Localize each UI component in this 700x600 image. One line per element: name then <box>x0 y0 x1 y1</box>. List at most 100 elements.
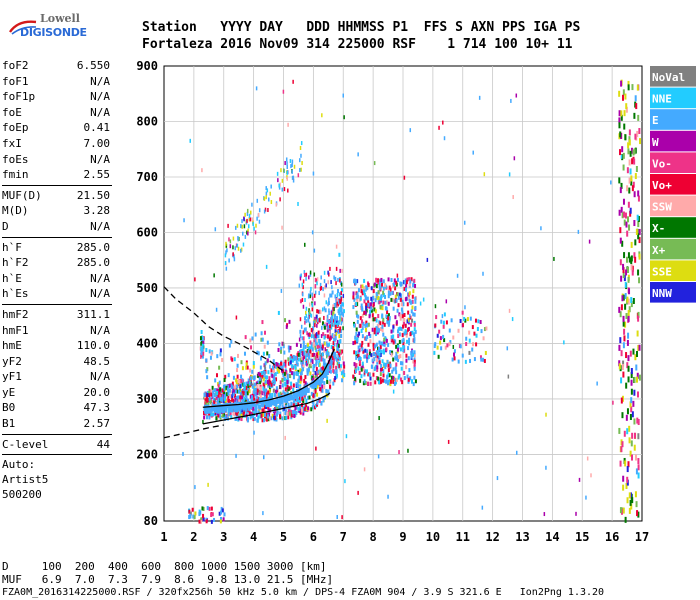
echo-mark <box>210 392 213 397</box>
echo-mark <box>230 384 233 389</box>
echo-mark <box>637 472 640 479</box>
echo-mark <box>189 511 192 516</box>
noise-mark <box>363 467 366 472</box>
echo-mark <box>340 304 343 309</box>
echo-mark <box>620 350 623 357</box>
echo-mark <box>381 282 384 287</box>
echo-mark <box>340 282 343 287</box>
echo-mark <box>212 412 215 417</box>
echo-mark <box>371 358 374 363</box>
echo-mark <box>355 350 358 355</box>
echo-mark <box>375 342 378 347</box>
echo-mark <box>404 323 407 328</box>
echo-mark <box>635 351 638 358</box>
echo-mark <box>244 234 247 239</box>
param-name: MUF(D) <box>2 188 42 202</box>
legend-label: SSW <box>652 201 672 214</box>
echo-mark <box>381 378 384 383</box>
echo-mark <box>328 319 331 324</box>
echo-mark <box>261 418 264 423</box>
echo-mark <box>471 325 474 330</box>
echo-mark <box>188 515 191 520</box>
echo-mark <box>392 325 395 330</box>
echo-mark <box>399 347 402 352</box>
echo-mark <box>355 327 358 332</box>
echo-mark <box>408 282 411 287</box>
echo-mark <box>260 337 263 342</box>
echo-mark <box>627 252 630 259</box>
echo-mark <box>240 248 242 253</box>
echo-mark <box>618 427 621 434</box>
echo-mark <box>200 347 203 352</box>
echo-mark <box>306 331 308 336</box>
param-row: hmF2 311.1 <box>2 307 112 323</box>
echo-mark <box>322 396 325 401</box>
echo-mark <box>376 365 379 370</box>
echo-mark <box>286 176 289 181</box>
echo-mark <box>316 277 319 282</box>
echo-mark <box>334 336 337 341</box>
echo-mark <box>202 351 205 356</box>
echo-mark <box>393 381 396 386</box>
echo-mark <box>308 308 310 313</box>
echo-mark <box>620 182 623 189</box>
echo-mark <box>282 407 285 412</box>
echo-mark <box>367 302 370 307</box>
echo-mark <box>466 317 469 322</box>
echo-mark <box>408 368 411 373</box>
echo-mark <box>359 378 362 383</box>
echo-mark <box>293 413 296 418</box>
echo-mark <box>263 209 266 214</box>
echo-mark <box>223 391 226 396</box>
echo-mark <box>382 317 385 322</box>
echo-mark <box>630 297 633 304</box>
echo-mark <box>366 356 369 361</box>
echo-mark <box>252 222 254 227</box>
x-tick-label: 10 <box>426 530 440 544</box>
echo-mark <box>331 317 333 322</box>
param-value: 285.0 <box>76 256 110 270</box>
echo-mark <box>241 219 243 224</box>
legend-label: NoVal <box>652 71 685 84</box>
echo-mark <box>329 324 332 329</box>
echo-mark <box>382 290 385 295</box>
echo-mark <box>375 358 378 363</box>
echo-mark <box>297 378 300 383</box>
echo-mark <box>235 400 238 405</box>
echo-mark <box>626 266 629 273</box>
echo-mark <box>243 217 245 222</box>
echo-mark <box>364 310 367 315</box>
echo-mark <box>413 278 416 283</box>
trace-mark <box>298 388 302 394</box>
trace-mark <box>320 378 324 384</box>
echo-mark <box>402 348 405 353</box>
echo-mark <box>632 348 635 355</box>
echo-mark <box>361 313 364 318</box>
param-value: 44 <box>96 437 110 451</box>
echo-mark <box>338 334 341 339</box>
echo-mark <box>219 352 222 357</box>
noise-mark <box>463 220 466 225</box>
echo-mark <box>279 414 282 419</box>
echo-mark <box>384 365 387 370</box>
echo-mark <box>623 219 626 226</box>
echo-mark <box>638 277 641 284</box>
echo-mark <box>292 412 295 417</box>
echo-mark <box>476 326 479 331</box>
echo-mark <box>247 398 250 403</box>
x-tick-label: 14 <box>545 530 559 544</box>
noise-mark <box>378 416 380 421</box>
echo-mark <box>342 293 345 298</box>
echo-mark <box>305 357 307 362</box>
echo-mark <box>258 208 261 213</box>
trace-mark <box>265 402 269 408</box>
echo-mark <box>378 347 381 352</box>
noise-mark <box>246 218 248 223</box>
echo-mark <box>250 413 253 418</box>
echo-mark <box>295 397 298 402</box>
echo-mark <box>299 299 302 304</box>
echo-mark <box>315 332 318 337</box>
param-name: yE <box>2 385 16 399</box>
echo-mark <box>319 351 321 356</box>
echo-mark <box>209 400 212 405</box>
